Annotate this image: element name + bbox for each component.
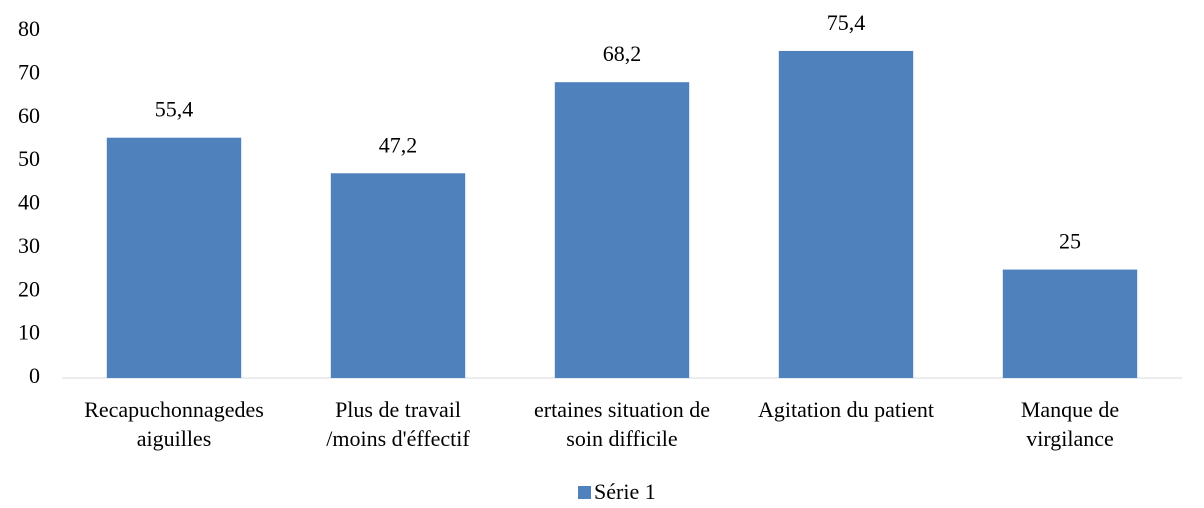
bar bbox=[1002, 269, 1138, 378]
legend-swatch bbox=[578, 486, 591, 499]
bar bbox=[106, 137, 242, 378]
y-tick-label: 40 bbox=[18, 190, 40, 215]
y-tick-label: 10 bbox=[18, 320, 40, 345]
y-tick-label: 70 bbox=[18, 59, 40, 84]
legend-label: Série 1 bbox=[594, 479, 656, 504]
bar bbox=[778, 50, 914, 378]
y-tick-label: 0 bbox=[29, 363, 40, 388]
x-tick-label: Recapuchonnagedes bbox=[84, 397, 264, 422]
bar bbox=[554, 82, 690, 379]
y-tick-label: 80 bbox=[18, 16, 40, 41]
y-tick-label: 50 bbox=[18, 146, 40, 171]
data-label: 55,4 bbox=[155, 97, 194, 122]
x-tick-label: virgilance bbox=[1026, 426, 1114, 451]
x-tick-label: soin difficile bbox=[566, 426, 677, 451]
data-label: 25 bbox=[1059, 229, 1081, 254]
y-tick-label: 30 bbox=[18, 233, 40, 258]
data-label: 47,2 bbox=[379, 132, 418, 157]
y-tick-label: 20 bbox=[18, 276, 40, 301]
x-tick-label: ertaines situation de bbox=[534, 397, 710, 422]
x-tick-label: Agitation du patient bbox=[758, 397, 934, 422]
x-tick-label: aiguilles bbox=[137, 426, 212, 451]
data-label: 75,4 bbox=[827, 10, 866, 35]
x-tick-label: /moins d'éffectif bbox=[326, 426, 470, 451]
y-tick-label: 60 bbox=[18, 103, 40, 128]
x-tick-label: Manque de bbox=[1021, 397, 1119, 422]
bar bbox=[330, 173, 466, 378]
x-tick-label: Plus de travail bbox=[335, 397, 461, 422]
data-label: 68,2 bbox=[603, 41, 642, 66]
